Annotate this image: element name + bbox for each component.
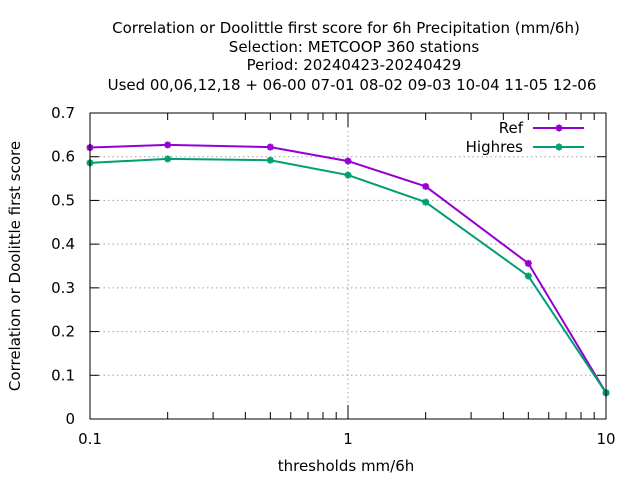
chart-title: Correlation or Doolittle first score for… bbox=[108, 19, 597, 94]
title-line-3: Period: 20240423-20240429 bbox=[247, 56, 462, 74]
data-point bbox=[266, 143, 274, 151]
x-tick-label: 1 bbox=[343, 430, 353, 448]
data-point bbox=[524, 259, 532, 267]
axes: 00.10.20.30.40.50.60.70.1 1 10 bbox=[51, 104, 615, 448]
y-tick-label: 0.3 bbox=[51, 279, 75, 297]
marker-d2 bbox=[164, 155, 171, 163]
series-ref bbox=[86, 141, 610, 397]
marker-d2 bbox=[525, 260, 532, 267]
marker-d2 bbox=[267, 157, 274, 164]
legend-marker bbox=[555, 143, 563, 151]
data-point bbox=[344, 157, 352, 165]
y-tick-label: 0.5 bbox=[51, 191, 75, 209]
marker-d2 bbox=[164, 141, 171, 149]
legend-marker bbox=[555, 124, 563, 132]
series-line bbox=[89, 143, 607, 394]
y-axis-label: Correlation or Doolittle first score bbox=[6, 141, 24, 391]
x-axis-label: thresholds mm/6h bbox=[278, 457, 415, 475]
legend-label: Highres bbox=[466, 138, 524, 156]
data-point bbox=[422, 198, 430, 206]
legend-label: Ref bbox=[499, 119, 524, 137]
marker-d2 bbox=[525, 272, 532, 280]
data-point bbox=[164, 155, 172, 163]
marker-d2 bbox=[555, 124, 563, 132]
data-point bbox=[422, 182, 430, 190]
y-tick-label: 0.4 bbox=[51, 235, 75, 253]
marker-d2 bbox=[422, 183, 429, 190]
marker-d2 bbox=[344, 157, 352, 165]
plot-frame bbox=[89, 112, 607, 420]
y-tick-label: 0.1 bbox=[51, 366, 75, 384]
series-group bbox=[86, 141, 610, 397]
marker-d2 bbox=[267, 143, 274, 151]
data-point bbox=[266, 156, 274, 164]
title-line-4: Used 00,06,12,18 + 06-00 07-01 08-02 09-… bbox=[108, 76, 597, 94]
y-tick-label: 0.6 bbox=[51, 148, 75, 166]
marker-d2 bbox=[344, 171, 352, 179]
x-tick-label: 10 bbox=[596, 430, 615, 448]
data-point bbox=[164, 141, 172, 149]
data-point bbox=[344, 171, 352, 179]
title-line-2: Selection: METCOOP 360 stations bbox=[229, 38, 480, 56]
y-tick-label: 0.2 bbox=[51, 323, 75, 341]
x-tick-label: 0.1 bbox=[78, 430, 102, 448]
marker-d2 bbox=[422, 198, 429, 206]
marker-d2 bbox=[555, 143, 563, 151]
title-line-1: Correlation or Doolittle first score for… bbox=[112, 19, 580, 37]
y-tick-label: 0.7 bbox=[51, 104, 75, 122]
series-highres bbox=[86, 155, 610, 397]
data-point bbox=[524, 272, 532, 280]
y-tick-label: 0 bbox=[65, 410, 75, 428]
